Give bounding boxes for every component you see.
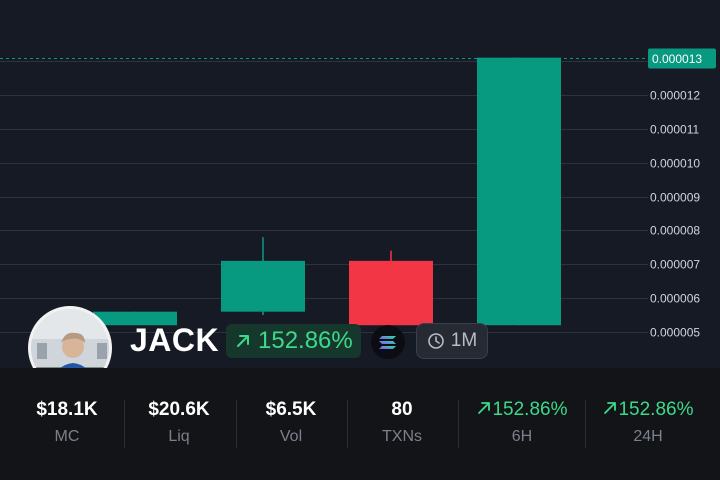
token-change-badge: 152.86%	[226, 324, 361, 358]
stat-24h-text: 152.86%	[618, 399, 694, 420]
timeframe-button[interactable]: 1M	[416, 323, 488, 359]
candle-body	[477, 57, 561, 326]
arrow-up-right-icon	[604, 402, 617, 414]
stat-mc-value: $18.1K	[36, 399, 98, 420]
stat-vol: $6.5K Vol	[246, 398, 336, 450]
stat-mc-label: MC	[54, 428, 80, 445]
stat-liq-value: $20.6K	[148, 399, 210, 420]
token-change-value: 152.86%	[258, 327, 353, 354]
stat-divider	[347, 400, 348, 448]
stat-mc: $18.1K MC	[22, 398, 112, 450]
current-price-tag	[648, 48, 716, 69]
y-tick-label: 0.000011	[650, 123, 699, 137]
candle-body	[349, 260, 433, 326]
solana-icon[interactable]	[371, 325, 405, 359]
stat-divider	[458, 400, 459, 448]
price-chart[interactable]: 0.000005 0.000006 0.000007 0.000008 0.000009…	[0, 0, 720, 368]
stat-6h-text: 152.86%	[492, 399, 568, 420]
stat-liq-label: Liq	[168, 428, 190, 445]
stat-6h: 152.86% 6H	[466, 398, 578, 450]
candle-body	[221, 260, 305, 312]
stat-liq: $20.6K Liq	[134, 398, 224, 450]
stat-vol-value: $6.5K	[265, 399, 317, 420]
timeframe-label: 1M	[450, 330, 478, 351]
stat-txns-label: TXNs	[382, 428, 422, 445]
stat-24h: 152.86% 24H	[592, 398, 704, 450]
stat-vol-label: Vol	[279, 428, 303, 445]
stat-24h-value: 152.86%	[592, 398, 704, 422]
arrow-up-right-icon	[237, 335, 249, 347]
stat-divider	[585, 400, 586, 448]
y-tick-label: 0.000008	[650, 224, 700, 238]
token-name: JACK	[130, 322, 220, 358]
stat-divider	[236, 400, 237, 448]
y-tick-label: 0.000009	[650, 191, 700, 205]
current-price-label: 0.000013	[652, 52, 702, 66]
clock-icon	[427, 333, 444, 349]
stat-6h-value: 152.86%	[466, 398, 578, 422]
y-tick-label: 0.000006	[650, 292, 700, 306]
y-tick-label: 0.000005	[650, 326, 700, 340]
y-tick-label: 0.000010	[650, 157, 700, 171]
y-tick-label: 0.000012	[650, 89, 700, 103]
stat-txns: 80 TXNs	[357, 398, 447, 450]
stats-bar: $18.1K MC $20.6K Liq $6.5K Vol 80 TXNs 1…	[0, 368, 720, 480]
stat-6h-label: 6H	[511, 428, 533, 445]
arrow-up-right-icon	[478, 402, 491, 414]
stat-txns-value: 80	[391, 399, 413, 420]
stat-24h-label: 24H	[633, 428, 663, 445]
candle-body	[93, 311, 177, 326]
y-tick-label: 0.000007	[650, 258, 700, 272]
stat-divider	[124, 400, 125, 448]
